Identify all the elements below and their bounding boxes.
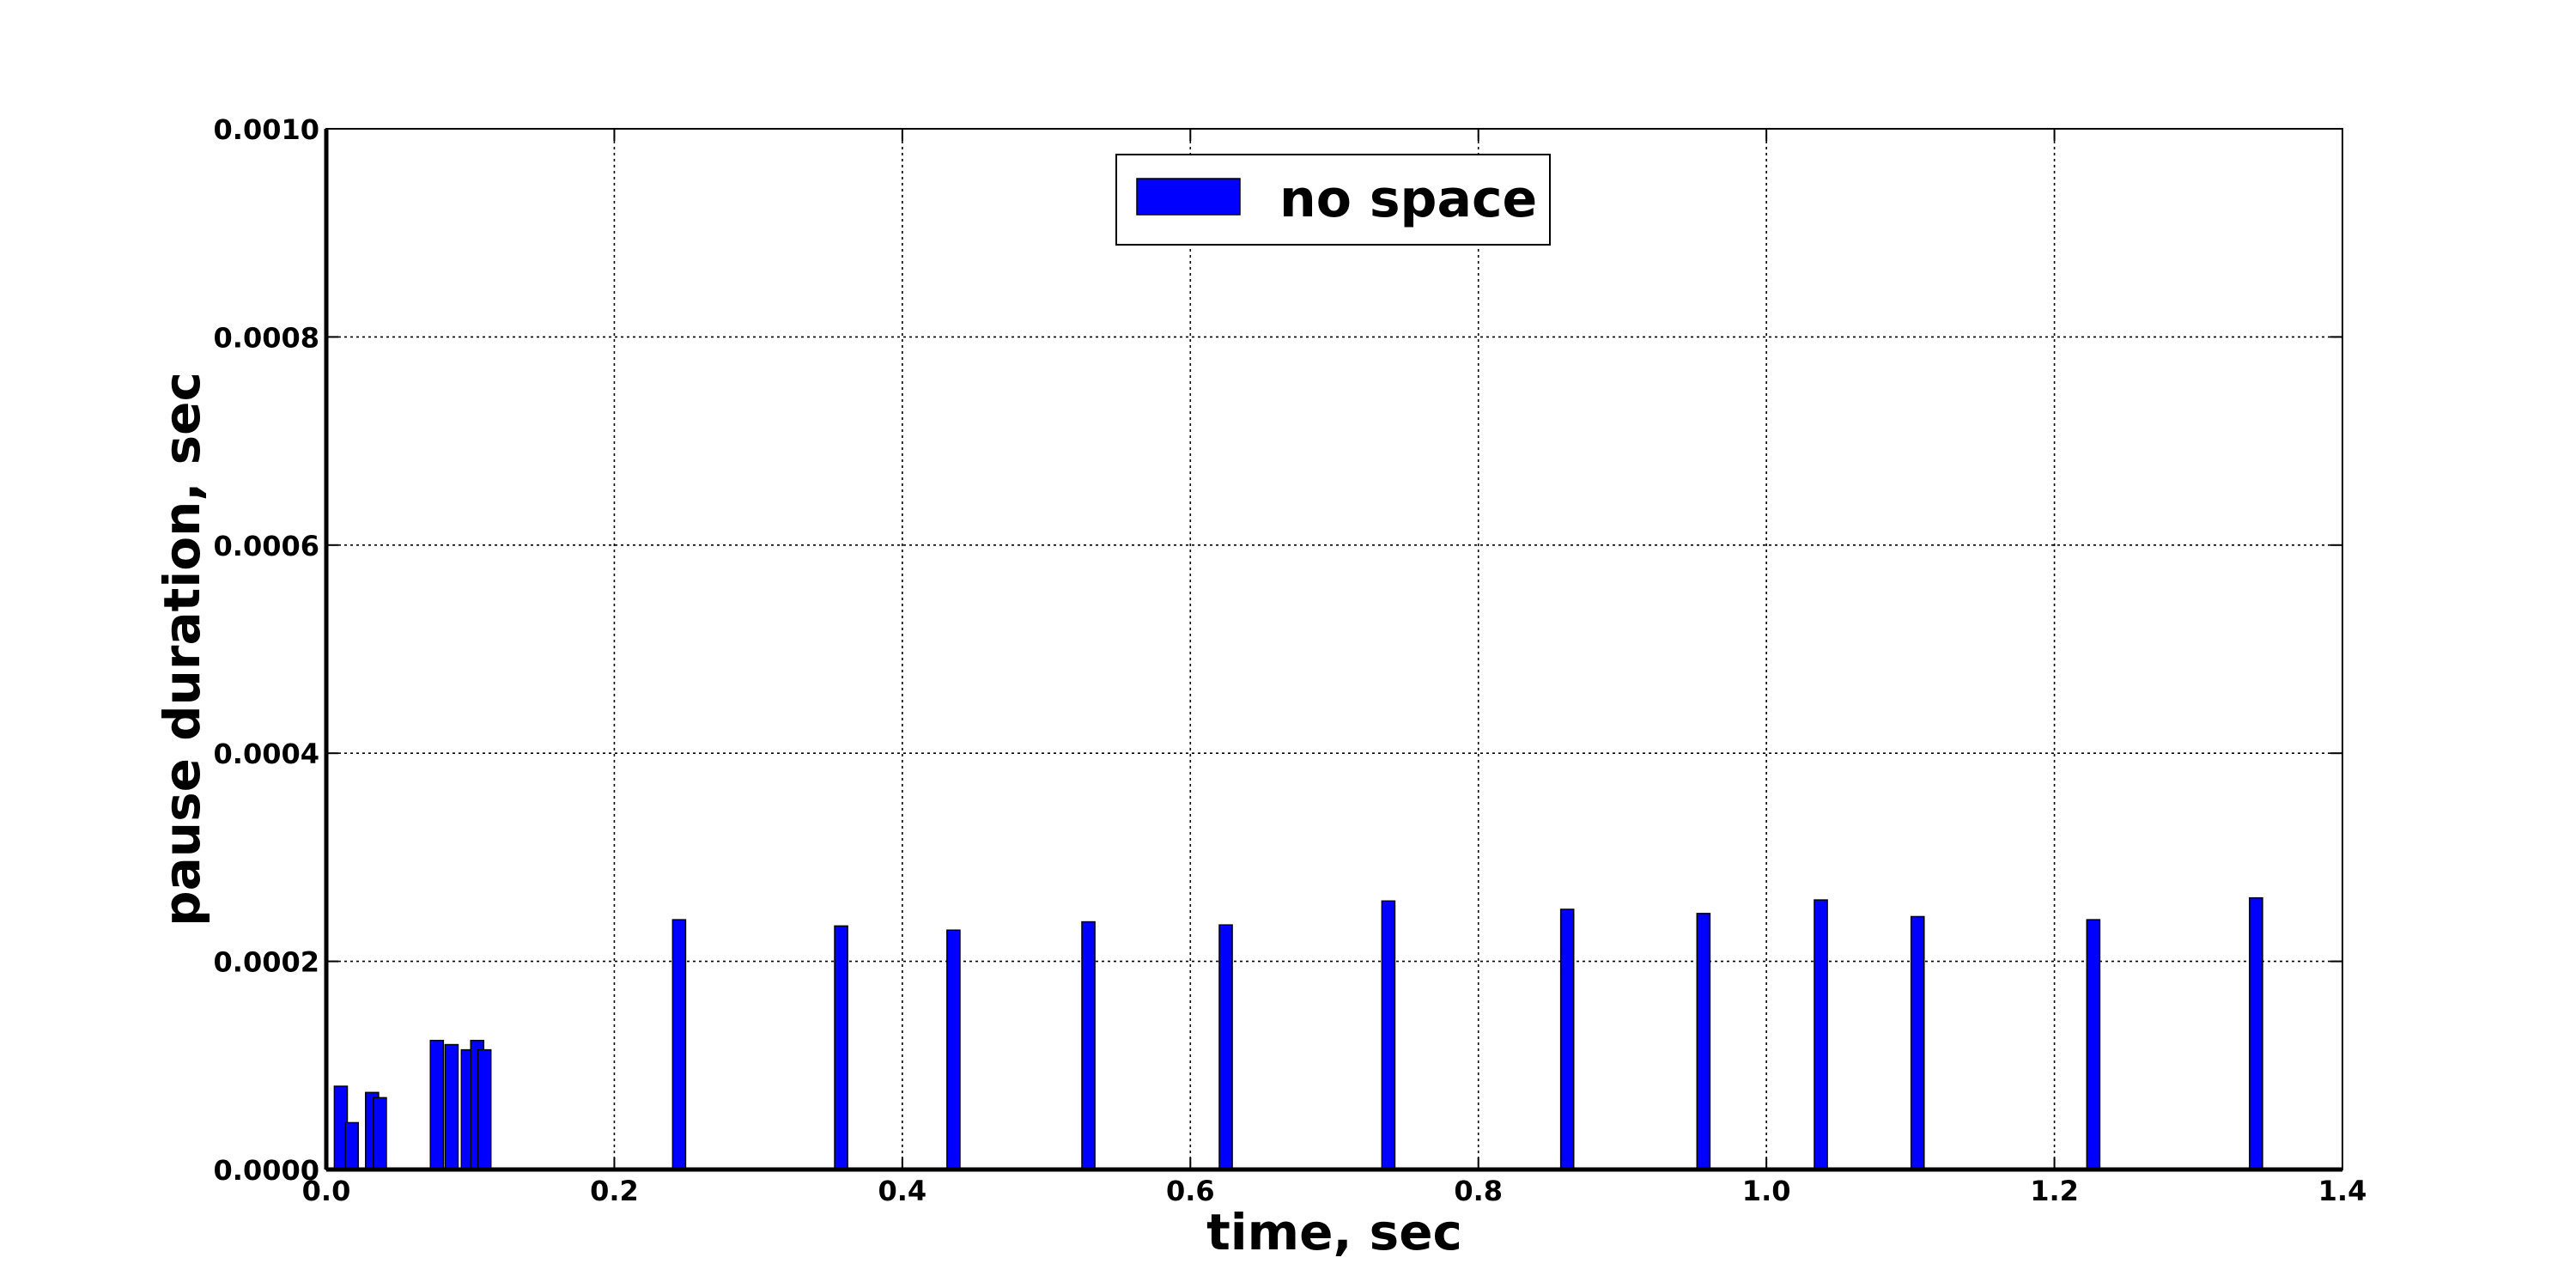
legend: no space [1115, 154, 1551, 246]
legend-label: no space [1279, 169, 1537, 229]
bar [1696, 913, 1711, 1170]
legend-swatch [1136, 178, 1241, 216]
x-tick-label: 0.2 [590, 1175, 639, 1207]
bar [834, 925, 848, 1170]
x-axis-title: time, sec [1206, 1203, 1462, 1261]
bar [1910, 915, 1925, 1170]
x-tick-label: 1.2 [2030, 1175, 2079, 1207]
x-tick-label: 1.0 [1742, 1175, 1791, 1207]
bar [373, 1097, 387, 1170]
bar [444, 1043, 459, 1170]
y-tick-label: 0.0004 [214, 738, 319, 770]
y-tick-labels: 0.0000 0.0002 0.0004 0.0006 0.0008 0.001… [214, 113, 319, 1187]
ticks [325, 128, 2343, 1170]
grid-lines [326, 129, 2342, 1170]
x-tick-label: 0.0 [302, 1175, 351, 1207]
x-tick-label: 0.6 [1166, 1175, 1215, 1207]
y-tick-label: 0.0008 [214, 321, 319, 354]
x-tick-label: 0.8 [1454, 1175, 1503, 1207]
bar [477, 1048, 492, 1170]
plot-frame [325, 128, 2343, 1170]
y-tick-label: 0.0000 [214, 1154, 319, 1187]
bar [2249, 896, 2263, 1170]
bar [946, 929, 961, 1170]
bar [429, 1039, 445, 1170]
y-tick-label: 0.0006 [214, 530, 319, 562]
x-tick-labels: 0.0 0.2 0.4 0.6 0.8 1.0 1.2 1.4 [302, 1175, 2367, 1207]
bars [333, 896, 2263, 1170]
bar [1218, 924, 1233, 1170]
bar [1081, 920, 1096, 1170]
y-tick-label: 0.0010 [214, 113, 319, 146]
y-tick-label: 0.0002 [214, 946, 319, 979]
y-axis-title: pause duration, sec [153, 372, 211, 927]
x-tick-label: 0.4 [878, 1175, 927, 1207]
bar [2086, 919, 2101, 1170]
bar [671, 919, 687, 1170]
bar [1814, 899, 1828, 1170]
bar [1381, 900, 1396, 1170]
x-tick-label: 1.4 [2318, 1175, 2367, 1207]
bar [344, 1121, 359, 1170]
bar [1559, 908, 1575, 1170]
